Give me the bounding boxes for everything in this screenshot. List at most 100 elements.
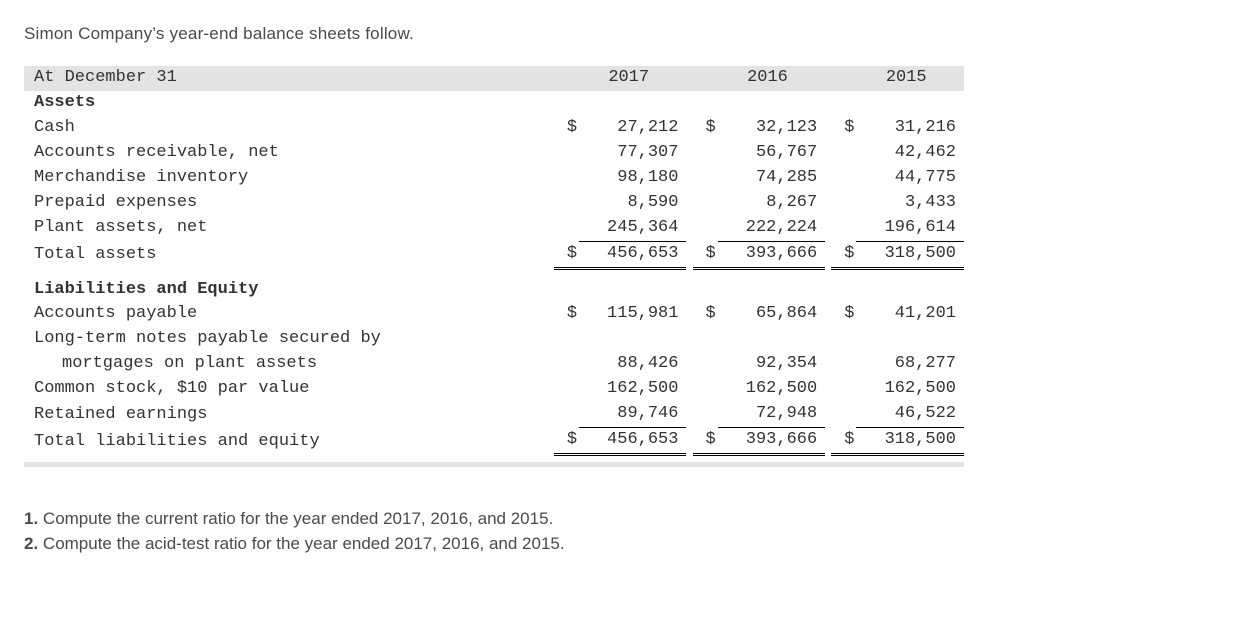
cell-value: 72,948: [718, 402, 825, 427]
cell-sym: [554, 141, 579, 166]
assets-section-row: Assets: [24, 91, 964, 116]
row-label: Long-term notes payable secured by: [24, 327, 554, 352]
table-row: mortgages on plant assets 88,426 92,354 68,…: [24, 352, 964, 377]
intro-text: Simon Company’s year-end balance sheets …: [24, 24, 1217, 44]
cell-sym: [693, 352, 718, 377]
cell-value: 46,522: [856, 402, 964, 427]
table-row: Accounts payable$115,981$65,864$41,201: [24, 302, 964, 327]
cell-value: 27,212: [579, 116, 686, 141]
question-1-text: Compute the current ratio for the year e…: [38, 509, 553, 528]
cell-sym: [693, 141, 718, 166]
cell-sym: [831, 402, 856, 427]
cell-value: 89,746: [579, 402, 686, 427]
question-1-number: 1.: [24, 509, 38, 528]
cell-value: [718, 327, 825, 352]
question-2: 2. Compute the acid-test ratio for the y…: [24, 532, 1217, 557]
total-assets-label: Total assets: [24, 241, 554, 268]
cell-sym: [831, 166, 856, 191]
cell-value: 32,123: [718, 116, 825, 141]
cell-sym: [554, 352, 579, 377]
cell-value: 162,500: [579, 377, 686, 402]
table-row: Merchandise inventory98,18074,28544,775: [24, 166, 964, 191]
cell-sym: [693, 191, 718, 216]
cell-sym: $: [831, 428, 856, 455]
cell-sym: $: [831, 241, 856, 268]
cell-value: 393,666: [718, 428, 825, 455]
cell-value: 456,653: [579, 241, 686, 268]
cell-value: 68,277: [856, 352, 964, 377]
cell-sym: [693, 377, 718, 402]
table-row: Retained earnings 89,746 72,948 46,522: [24, 402, 964, 427]
cell-sym: [554, 377, 579, 402]
cell-value: 393,666: [718, 241, 825, 268]
cell-sym: $: [831, 302, 856, 327]
cell-sym: [831, 141, 856, 166]
question-2-number: 2.: [24, 534, 38, 553]
cell-sym: [554, 191, 579, 216]
table-row: Common stock, $10 par value 162,500 162,50…: [24, 377, 964, 402]
cell-value: 318,500: [856, 241, 964, 268]
cell-sym: [693, 327, 718, 352]
cell-value: 456,653: [579, 428, 686, 455]
row-label: Accounts payable: [24, 302, 554, 327]
header-year-2016: 2016: [718, 66, 825, 91]
cell-value: 74,285: [718, 166, 825, 191]
cell-value: 98,180: [579, 166, 686, 191]
cell-sym: $: [554, 428, 579, 455]
cell-value: 222,224: [718, 216, 825, 241]
cell-value: [856, 327, 964, 352]
cell-sym: [831, 216, 856, 241]
table-row: Plant assets, net245,364222,224196,614: [24, 216, 964, 241]
cell-sym: [554, 327, 579, 352]
cell-sym: [693, 166, 718, 191]
cell-value: 318,500: [856, 428, 964, 455]
row-label: Accounts receivable, net: [24, 141, 554, 166]
balance-sheet-table: At December 31 2017 2016 2015 Assets Cas…: [24, 66, 964, 456]
question-2-text: Compute the acid-test ratio for the year…: [38, 534, 564, 553]
cell-sym: $: [554, 241, 579, 268]
cell-sym: $: [693, 428, 718, 455]
table-header-row: At December 31 2017 2016 2015: [24, 66, 964, 91]
cell-value: 56,767: [718, 141, 825, 166]
cell-value: 77,307: [579, 141, 686, 166]
header-year-2015: 2015: [856, 66, 964, 91]
cell-sym: [554, 166, 579, 191]
cell-value: 65,864: [718, 302, 825, 327]
cell-value: 41,201: [856, 302, 964, 327]
cell-sym: [554, 402, 579, 427]
cell-value: 31,216: [856, 116, 964, 141]
cell-sym: [831, 352, 856, 377]
cell-value: 162,500: [856, 377, 964, 402]
cell-value: [579, 327, 686, 352]
header-label: At December 31: [24, 66, 554, 91]
cell-sym: $: [554, 302, 579, 327]
cell-value: 8,267: [718, 191, 825, 216]
questions-block: 1. Compute the current ratio for the yea…: [24, 507, 1217, 556]
cell-value: 44,775: [856, 166, 964, 191]
liab-section-label: Liabilities and Equity: [24, 278, 554, 303]
cell-sym: $: [693, 302, 718, 327]
cell-value: 92,354: [718, 352, 825, 377]
cell-value: 88,426: [579, 352, 686, 377]
cell-sym: [831, 377, 856, 402]
table-row: Accounts receivable, net77,30756,76742,4…: [24, 141, 964, 166]
table-row: Prepaid expenses8,5908,2673,433: [24, 191, 964, 216]
cell-value: 245,364: [579, 216, 686, 241]
row-label: Retained earnings: [24, 402, 554, 427]
row-label: Common stock, $10 par value: [24, 377, 554, 402]
table-row: Cash$27,212$32,123$31,216: [24, 116, 964, 141]
table-bottom-bar: [24, 462, 964, 467]
liab-section-row: Liabilities and Equity: [24, 278, 964, 303]
cell-sym: [831, 191, 856, 216]
total-liab-label: Total liabilities and equity: [24, 428, 554, 455]
cell-value: 8,590: [579, 191, 686, 216]
cell-sym: [693, 402, 718, 427]
cell-value: 162,500: [718, 377, 825, 402]
row-label: mortgages on plant assets: [24, 352, 554, 377]
cell-sym: [554, 216, 579, 241]
row-label: Cash: [24, 116, 554, 141]
cell-sym: $: [554, 116, 579, 141]
assets-section-label: Assets: [24, 91, 554, 116]
row-label: Plant assets, net: [24, 216, 554, 241]
cell-sym: $: [831, 116, 856, 141]
